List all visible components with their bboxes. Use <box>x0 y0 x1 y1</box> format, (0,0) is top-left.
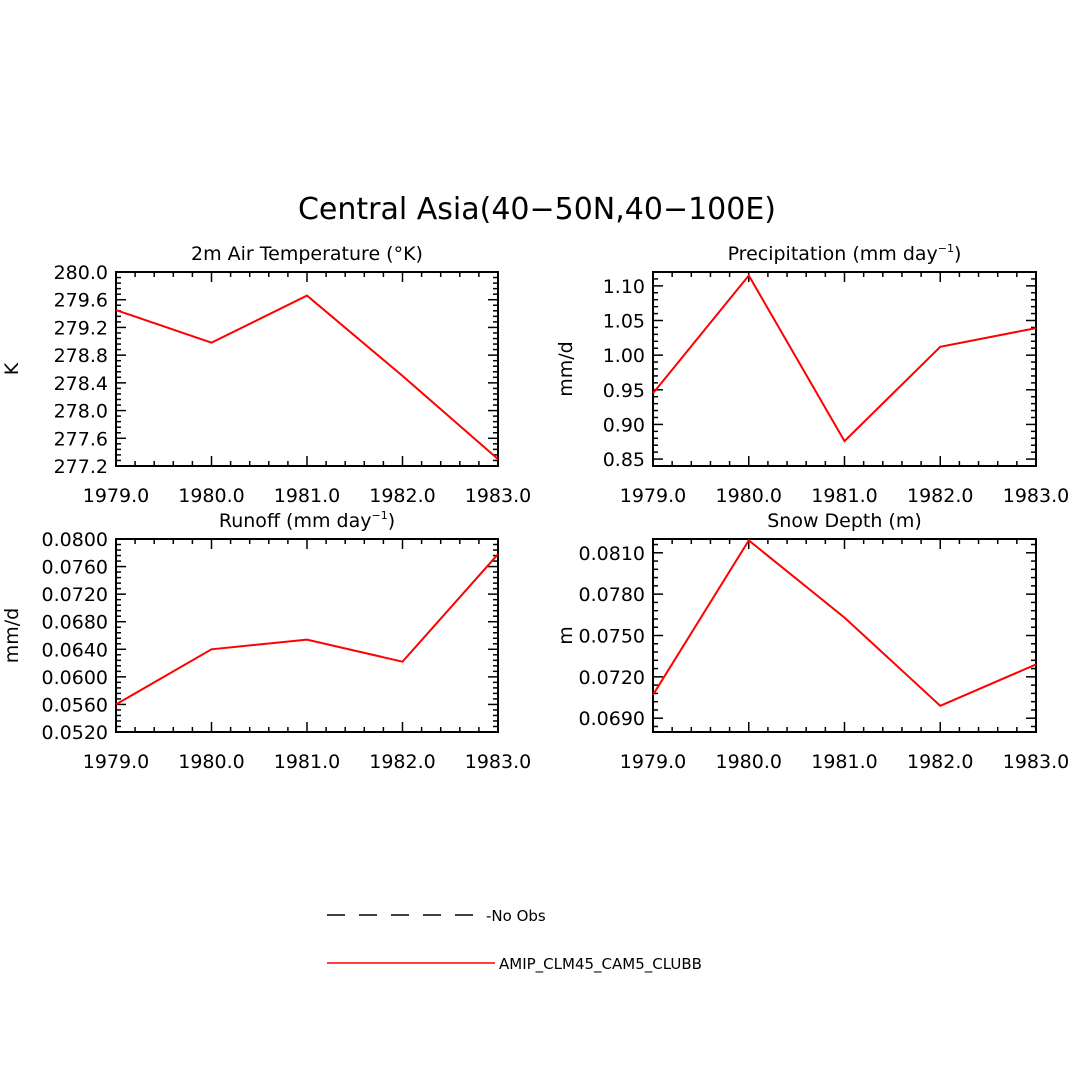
air-temperature-y-tick-label: 278.0 <box>54 401 108 423</box>
snow-depth-y-ticks <box>653 543 1036 728</box>
air-temperature-y-tick-label: 278.8 <box>54 345 108 367</box>
runoff-y-tick-label: 0.0600 <box>42 667 108 689</box>
air-temperature-y-tick-label: 279.2 <box>54 317 108 339</box>
precipitation-y-tick-label: 0.85 <box>603 449 645 471</box>
precipitation-y-tick-label: 0.95 <box>603 380 645 402</box>
precipitation-y-ticks <box>653 271 1036 467</box>
runoff-title: Runoff (mm day−1) <box>219 509 395 532</box>
snow-depth-series-line <box>652 538 1037 707</box>
snow-depth-x-tick-label: 1982.0 <box>907 751 973 773</box>
snow-depth-x-tick-label: 1983.0 <box>1003 751 1069 773</box>
snow-depth-x-tick-label: 1979.0 <box>620 751 686 773</box>
panel-precipitation: Precipitation (mm day−1) 1979.0 1980.0 1981… <box>555 242 1069 507</box>
runoff-y-ticks <box>116 538 498 733</box>
runoff-x-ticks <box>115 539 499 732</box>
runoff-x-tick-label: 1983.0 <box>465 751 531 773</box>
precipitation-x-tick-label: 1981.0 <box>811 485 877 507</box>
legend: -No Obs AMIP_CLM45_CAM5_CLUBB <box>327 907 702 974</box>
precipitation-x-ticks <box>652 272 1037 466</box>
air-temperature-y-tick-label: 280.0 <box>54 262 108 284</box>
precipitation-x-tick-label: 1979.0 <box>620 485 686 507</box>
air-temperature-y-ticks <box>116 271 498 467</box>
runoff-series-line <box>115 553 499 706</box>
air-temperature-x-tick-label: 1979.0 <box>83 485 149 507</box>
air-temperature-series-line <box>115 294 499 460</box>
snow-depth-y-tick-label: 0.0690 <box>579 708 645 730</box>
runoff-x-tick-label: 1981.0 <box>274 751 340 773</box>
runoff-y-tick-label: 0.0680 <box>42 612 108 634</box>
panels: 2m Air Temperature (°K) 1979.0 1980.0 1981.… <box>1 242 1069 773</box>
precipitation-y-tick-label: 1.10 <box>603 276 645 298</box>
runoff-y-label: mm/d <box>1 608 23 663</box>
precipitation-x-tick-label: 1983.0 <box>1003 485 1069 507</box>
panel-air-temperature: 2m Air Temperature (°K) 1979.0 1980.0 1981.… <box>1 243 531 507</box>
precipitation-title: Precipitation (mm day−1) <box>728 242 962 265</box>
air-temperature-x-ticks <box>115 272 499 466</box>
air-temperature-x-tick-label: 1981.0 <box>274 485 340 507</box>
precipitation-x-tick-label: 1982.0 <box>907 485 973 507</box>
runoff-y-tick-label: 0.0560 <box>42 694 108 716</box>
snow-depth-x-ticks <box>652 539 1037 732</box>
runoff-y-tick-label: 0.0520 <box>42 722 108 744</box>
air-temperature-x-tick-label: 1982.0 <box>369 485 435 507</box>
precipitation-series-line <box>652 273 1037 443</box>
precipitation-y-label: mm/d <box>555 341 577 396</box>
snow-depth-y-tick-label: 0.0720 <box>579 667 645 689</box>
panel-runoff: Runoff (mm day−1) 1979.0 1980.0 1981.0 1982.… <box>1 509 531 773</box>
runoff-y-tick-label: 0.0800 <box>42 529 108 551</box>
runoff-x-tick-label: 1979.0 <box>83 751 149 773</box>
snow-depth-y-tick-label: 0.0780 <box>579 584 645 606</box>
runoff-y-tick-label: 0.0720 <box>42 584 108 606</box>
legend-model-label: AMIP_CLM45_CAM5_CLUBB <box>499 955 702 974</box>
precipitation-y-tick-label: 1.05 <box>603 311 645 333</box>
snow-depth-y-tick-label: 0.0810 <box>579 543 645 565</box>
snow-depth-y-tick-label: 0.0750 <box>579 626 645 648</box>
precipitation-y-tick-label: 1.00 <box>603 345 645 367</box>
air-temperature-title: 2m Air Temperature (°K) <box>191 243 423 265</box>
air-temperature-y-label: K <box>1 362 23 375</box>
precipitation-plot-frame <box>652 271 1037 467</box>
legend-no-obs-label: -No Obs <box>486 907 546 925</box>
air-temperature-plot-frame <box>115 271 499 467</box>
air-temperature-y-tick-label: 278.4 <box>54 373 108 395</box>
air-temperature-y-tick-label: 277.6 <box>54 428 108 450</box>
precipitation-y-tick-label: 0.90 <box>603 414 645 436</box>
snow-depth-plot-frame <box>652 538 1037 733</box>
air-temperature-x-tick-label: 1980.0 <box>178 485 244 507</box>
air-temperature-y-tick-label: 279.6 <box>54 290 108 312</box>
runoff-plot-frame <box>115 538 499 733</box>
runoff-y-tick-label: 0.0640 <box>42 639 108 661</box>
snow-depth-x-tick-label: 1980.0 <box>716 751 782 773</box>
snow-depth-x-tick-label: 1981.0 <box>811 751 877 773</box>
runoff-x-tick-label: 1982.0 <box>369 751 435 773</box>
snow-depth-title: Snow Depth (m) <box>767 510 922 532</box>
runoff-x-tick-label: 1980.0 <box>178 751 244 773</box>
precipitation-x-tick-label: 1980.0 <box>716 485 782 507</box>
figure-title: Central Asia(40−50N,40−100E) <box>298 192 776 227</box>
air-temperature-x-tick-label: 1983.0 <box>465 485 531 507</box>
snow-depth-y-label: m <box>555 626 577 645</box>
air-temperature-y-tick-label: 277.2 <box>54 456 108 478</box>
runoff-y-tick-label: 0.0760 <box>42 557 108 579</box>
panel-snow-depth: Snow Depth (m) 1979.0 1980.0 1981.0 1982.0 19… <box>555 510 1069 773</box>
